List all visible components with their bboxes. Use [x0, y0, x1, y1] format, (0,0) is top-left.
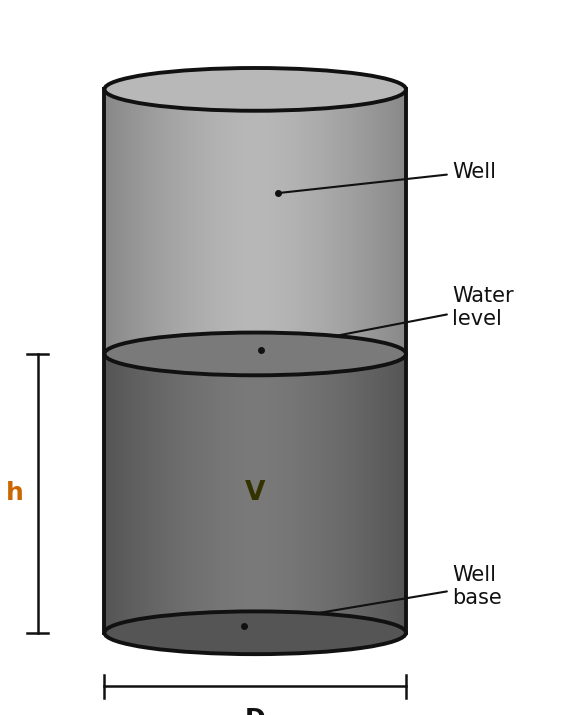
Ellipse shape	[104, 611, 406, 654]
Text: V: V	[245, 480, 266, 506]
Text: D: D	[245, 706, 266, 715]
Text: Water
level: Water level	[264, 286, 514, 350]
Ellipse shape	[104, 332, 406, 375]
Text: h: h	[6, 481, 23, 506]
Ellipse shape	[104, 68, 406, 111]
Text: Well: Well	[281, 162, 496, 193]
Text: Well
base: Well base	[246, 565, 502, 625]
